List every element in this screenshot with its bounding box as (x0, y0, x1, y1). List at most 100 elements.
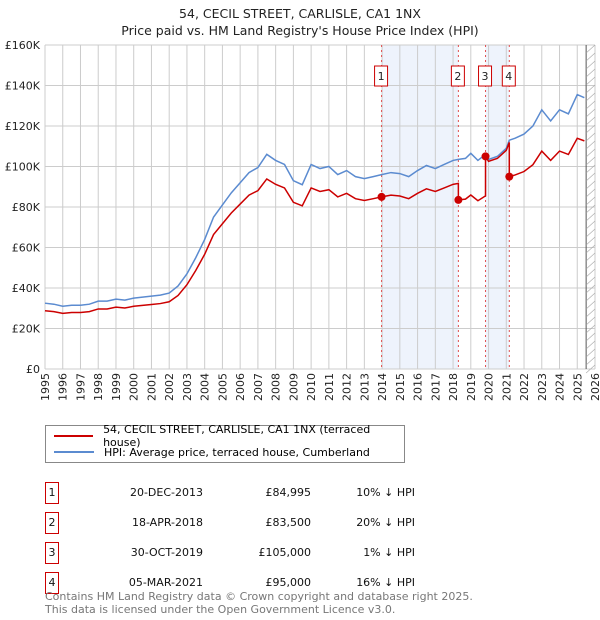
x-tick-label: 2002 (163, 373, 176, 401)
x-tick-label: 1995 (39, 373, 52, 401)
x-tick-label: 1997 (74, 373, 87, 401)
x-tick-label: 2001 (145, 373, 158, 401)
sale-marker-box (501, 65, 516, 87)
x-tick-label: 2020 (483, 373, 496, 401)
sale-price: £83,500 (265, 516, 312, 529)
y-tick-label: £40K (12, 282, 41, 295)
forecast-hatch (585, 60, 596, 70)
sale-marker-label: 3 (482, 70, 489, 83)
forecast-hatch (585, 284, 596, 294)
x-tick-label: 2016 (412, 373, 425, 401)
x-tick-label: 2006 (234, 373, 247, 401)
x-tick-label: 2013 (358, 373, 371, 401)
sale-hpi-diff: 20% ↓ HPI (356, 516, 415, 529)
forecast-hatch (585, 52, 596, 62)
sale-id-badge: 3 (45, 542, 59, 564)
sale-price: £105,000 (258, 546, 312, 559)
plot-area: 1995 1996 1997 1998 1999 2000 2001 2002 2003 2004… (5, 39, 600, 401)
forecast-hatch (585, 76, 596, 86)
forecast-hatch (585, 212, 596, 222)
forecast-hatch (585, 324, 596, 334)
forecast-hatch (585, 308, 596, 318)
sale-hpi-diff: 1% ↓ HPI (363, 546, 415, 559)
forecast-hatch (585, 276, 596, 286)
sale-marker-box (478, 65, 493, 87)
x-tick-label: 2015 (394, 373, 407, 401)
sale-marker-box (374, 65, 389, 87)
footer-line: This data is licensed under the Open Gov… (45, 603, 396, 616)
forecast-hatch (585, 164, 596, 174)
forecast-hatch (585, 364, 596, 374)
y-tick-label: £140K (5, 80, 41, 93)
footer: Contains HM Land Registry data © Crown c… (45, 590, 473, 616)
x-tick-label: 2005 (216, 373, 229, 401)
y-tick-label: £120K (5, 120, 41, 133)
forecast-hatch (585, 220, 596, 230)
x-tick-label: 2022 (518, 373, 531, 401)
x-tick-label: 2017 (429, 373, 442, 401)
forecast-hatch (585, 140, 596, 150)
y-tick-label: £100K (5, 161, 41, 174)
forecast-hatch (585, 100, 596, 110)
sale-id-badge: 1 (45, 482, 59, 504)
forecast-hatch (585, 148, 596, 158)
forecast-hatch (585, 132, 596, 142)
forecast-hatch (585, 356, 596, 366)
forecast-hatch (585, 268, 596, 278)
sale-point (454, 195, 463, 204)
y-tick-label: £60K (12, 242, 41, 255)
sale-date: 30-OCT-2019 (130, 546, 203, 559)
x-tick-label: 1996 (57, 373, 70, 401)
forecast-hatch (585, 244, 596, 254)
legend-swatch-blue (54, 451, 94, 453)
x-tick-label: 2025 (571, 373, 584, 401)
forecast-hatch (585, 180, 596, 190)
forecast-hatch (585, 68, 596, 78)
x-tick-label: 2021 (500, 373, 513, 401)
sale-date: 18-APR-2018 (131, 516, 203, 529)
x-tick-label: 2008 (270, 373, 283, 401)
sale-id-badge: 4 (45, 572, 59, 594)
chart-subtitle: Price paid vs. HM Land Registry's House … (121, 23, 479, 38)
forecast-hatch (585, 124, 596, 134)
x-tick-label: 2014 (376, 373, 389, 401)
forecast-hatch (585, 300, 596, 310)
price-paid-line (44, 137, 585, 315)
sale-point (481, 152, 490, 161)
chart-title: 54, CECIL STREET, CARLISLE, CA1 1NX (179, 6, 421, 21)
x-tick-label: 2000 (128, 373, 141, 401)
x-tick-label: 2012 (341, 373, 354, 401)
x-tick-label: 2026 (589, 373, 600, 401)
x-tick-label: 2004 (199, 373, 212, 401)
forecast-hatch (585, 332, 596, 342)
legend-item-hpi: HPI: Average price, terraced house, Cumb… (54, 444, 370, 460)
legend-item-price: 54, CECIL STREET, CARLISLE, CA1 1NX (ter… (54, 423, 404, 449)
x-tick-label: 2024 (554, 373, 567, 401)
sale-price: £95,000 (265, 576, 312, 589)
sale-marker-label: 2 (454, 70, 461, 83)
forecast-hatch (585, 116, 596, 126)
x-tick-label: 2007 (252, 373, 265, 401)
x-tick-label: 2010 (305, 373, 318, 401)
x-tick-label: 2009 (287, 373, 300, 401)
forecast-hatch (585, 108, 596, 118)
sale-id-badge: 2 (45, 512, 59, 534)
forecast-hatch (585, 204, 596, 214)
legend-label: 54, CECIL STREET, CARLISLE, CA1 1NX (ter… (103, 423, 371, 449)
sale-point (505, 172, 514, 181)
sale-date: 20-DEC-2013 (129, 486, 203, 499)
forecast-hatch (585, 188, 596, 198)
forecast-hatch (585, 172, 596, 182)
sale-marker-box (450, 65, 465, 87)
sale-hpi-diff: 16% ↓ HPI (356, 576, 415, 589)
sale-marker-label: 4 (505, 70, 512, 83)
x-tick-label: 2023 (536, 373, 549, 401)
x-tick-label: 2018 (447, 373, 460, 401)
forecast-hatch (585, 156, 596, 166)
forecast-hatch (585, 348, 596, 358)
sale-date: 05-MAR-2021 (128, 576, 203, 589)
y-tick-label: £80K (12, 201, 41, 214)
footer-line: Contains HM Land Registry data © Crown c… (45, 590, 473, 603)
y-tick-label: £20K (12, 323, 41, 336)
forecast-hatch (585, 196, 596, 206)
